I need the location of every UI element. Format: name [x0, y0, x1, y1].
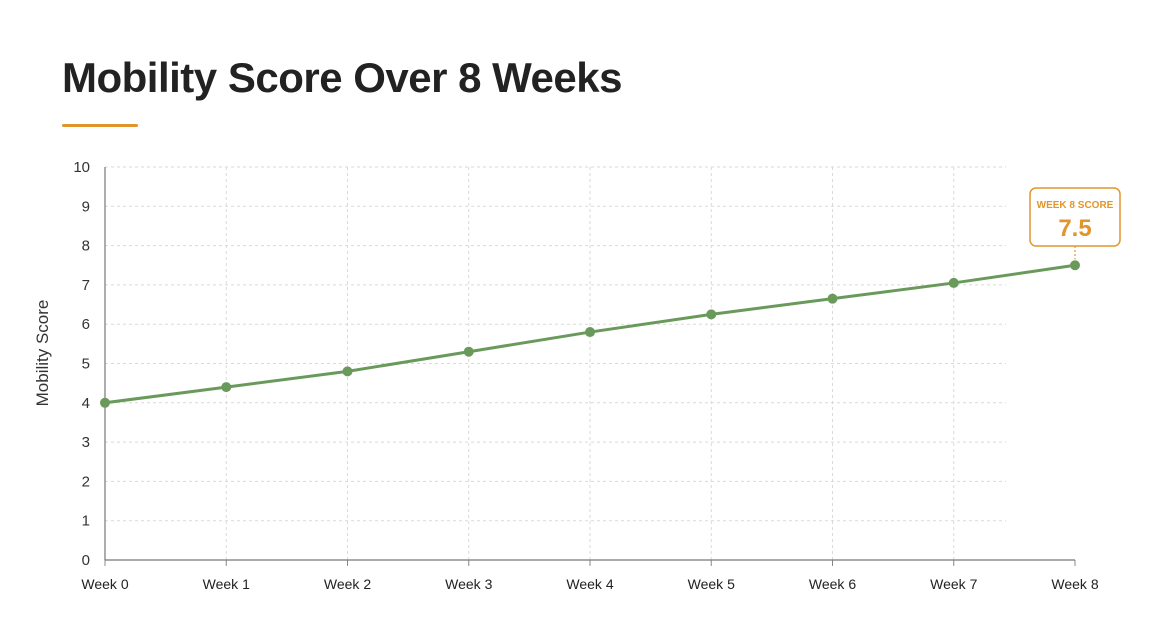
x-tick-label: Week 2: [324, 576, 371, 592]
grid: [105, 166, 1006, 560]
data-point: [827, 293, 838, 304]
y-tick-label: 7: [82, 277, 90, 294]
axes: 0 1 2 3 4 5 6 7 8 9 10 Week 0 Week 1 Week 2 Week 3 Week…: [73, 159, 1099, 592]
y-tick-label: 8: [82, 238, 90, 255]
title-underline: [62, 124, 138, 127]
x-tick-label: Week 1: [203, 576, 250, 592]
x-tick-label: Week 3: [445, 576, 492, 592]
y-tick-label: 0: [82, 552, 90, 569]
data-point: [706, 309, 717, 320]
y-tick-label: 10: [73, 159, 90, 176]
annotation: WEEK 8 SCORE 7.5: [1029, 187, 1121, 260]
y-tick-label: 3: [82, 434, 90, 451]
annotation-label: WEEK 8 SCORE: [1037, 200, 1114, 211]
data-point: [463, 346, 474, 357]
data-point: [100, 397, 110, 408]
y-tick-label: 4: [82, 395, 90, 412]
x-tick-label: Week 5: [688, 576, 735, 592]
data-point: [585, 327, 595, 338]
y-tick-label: 1: [82, 513, 90, 530]
x-tick-label: Week 4: [566, 576, 613, 592]
annotation-value: 7.5: [1058, 215, 1091, 242]
y-axis-label: Mobility Score: [33, 300, 52, 407]
chart-title: Mobility Score Over 8 Weeks: [62, 54, 622, 101]
data-point: [948, 277, 959, 288]
data-point: [342, 366, 353, 377]
y-tick-label: 6: [82, 316, 90, 333]
y-tick-label: 5: [82, 356, 90, 373]
x-tick-label: Week 7: [930, 576, 977, 592]
annotation-box: [1029, 187, 1121, 247]
x-tick-label: Week 6: [809, 576, 856, 592]
x-tick-label: Week 0: [81, 576, 128, 592]
y-tick-label: 9: [82, 198, 90, 215]
y-tick-label: 2: [82, 473, 90, 490]
data-point: [221, 382, 232, 393]
data-point: [1070, 260, 1080, 271]
series: [100, 260, 1080, 408]
x-tick-label: Week 8: [1051, 576, 1098, 592]
